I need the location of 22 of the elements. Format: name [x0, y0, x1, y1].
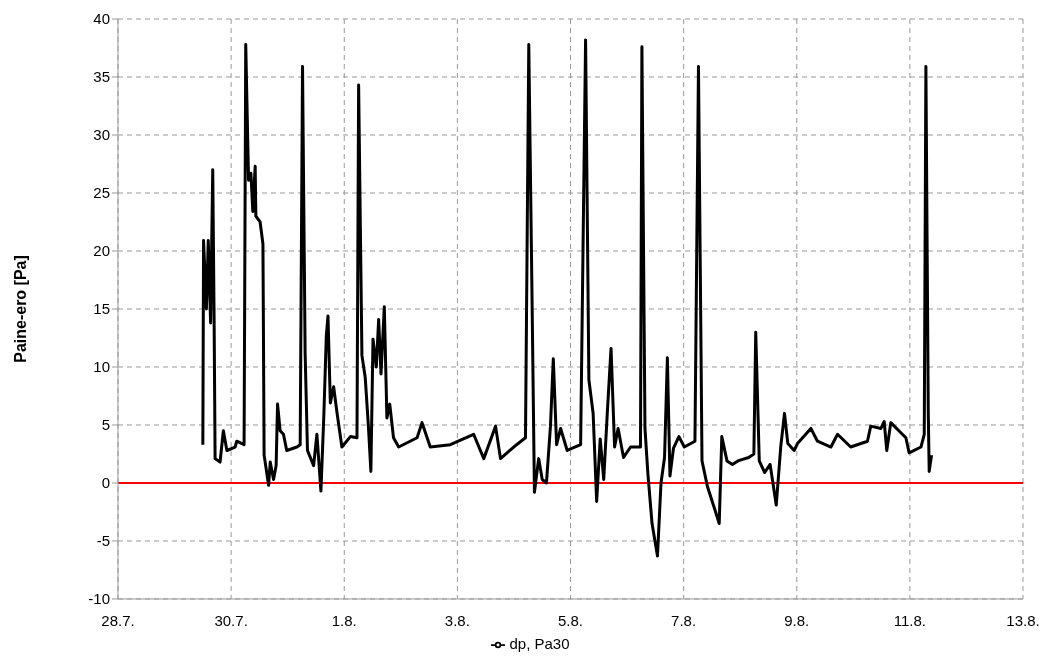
- x-tick-label: 30.7.: [214, 611, 248, 629]
- x-tick-label: 13.8.: [1006, 611, 1040, 629]
- y-tick-label: 40: [93, 10, 110, 28]
- y-tick-label: 5: [101, 416, 110, 434]
- legend-label: dp, Pa30: [509, 634, 570, 652]
- y-tick-label: 0: [101, 474, 110, 492]
- y-tick-label: 15: [93, 300, 110, 318]
- x-tick-label: 1.8.: [331, 611, 357, 629]
- y-tick-label: 25: [93, 184, 110, 202]
- x-tick-label: 9.8.: [784, 611, 810, 629]
- y-tick-label: -5: [96, 532, 110, 550]
- y-tick-label: 20: [93, 242, 110, 260]
- x-tick-label: 3.8.: [444, 611, 470, 629]
- x-tick-label: 28.7.: [101, 611, 135, 629]
- x-tick-label: 11.8.: [893, 611, 926, 629]
- x-tick-label: 7.8.: [671, 611, 697, 629]
- x-tick-label: 5.8.: [557, 611, 584, 629]
- y-tick-label: 35: [93, 68, 110, 86]
- y-axis-title: Paine-ero [Pa]: [11, 255, 29, 363]
- y-tick-label: -10: [88, 590, 110, 608]
- y-tick-label: 10: [93, 358, 110, 376]
- y-tick-label: 30: [93, 126, 110, 144]
